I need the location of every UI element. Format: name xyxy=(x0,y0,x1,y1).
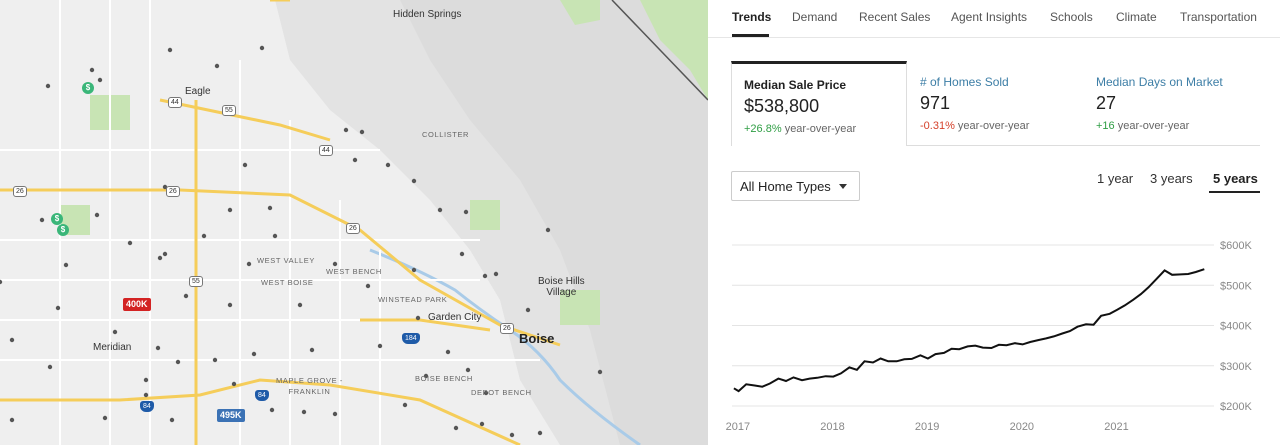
route-shield-44-east: 44 xyxy=(319,145,333,156)
map-label-west-boise: WEST BOISE xyxy=(261,278,314,287)
stats-divider xyxy=(906,145,1260,146)
caret-down-icon xyxy=(839,184,847,189)
stat-change-suffix: year-over-year xyxy=(784,123,857,135)
route-shield-44: 44 xyxy=(168,97,182,108)
stat-homes-sold[interactable]: # of Homes Sold 971 -0.31% year-over-yea… xyxy=(908,61,1084,146)
interstate-shield-84: 84 xyxy=(255,390,269,401)
tab-climate[interactable]: Climate xyxy=(1116,10,1157,24)
stat-change-suffix: year-over-year xyxy=(957,120,1030,132)
money-icon[interactable]: $ xyxy=(82,82,94,94)
x-tick-label: 2021 xyxy=(1104,421,1128,433)
money-icon[interactable]: $ xyxy=(57,224,69,236)
price-pin-blue[interactable]: 495K xyxy=(217,409,245,422)
y-tick-label: $600K xyxy=(1220,240,1252,252)
stat-label: # of Homes Sold xyxy=(920,75,1009,89)
trends-panel: Trends Demand Recent Sales Agent Insight… xyxy=(708,0,1280,445)
route-shield-26: 26 xyxy=(166,186,180,197)
map-label-boise-bench: BOISE BENCH xyxy=(415,374,473,383)
x-tick-label: 2018 xyxy=(820,421,844,433)
route-shield-55-south: 55 xyxy=(189,276,203,287)
map-view[interactable]: Hidden Springs Eagle COLLISTER WEST VALL… xyxy=(0,0,708,445)
stat-change-amount: +16 xyxy=(1096,120,1115,132)
stat-change-amount: -0.31% xyxy=(920,120,955,132)
stat-median-days-on-market[interactable]: Median Days on Market 27 +16 year-over-y… xyxy=(1084,61,1264,146)
stat-change: -0.31% year-over-year xyxy=(920,120,1072,132)
route-shield-26-west: 26 xyxy=(13,186,27,197)
tab-agent-insights[interactable]: Agent Insights xyxy=(951,10,1028,24)
stat-value: 27 xyxy=(1096,93,1117,113)
map-label-maple-grove-franklin: MAPLE GROVE - FRANKLIN xyxy=(276,376,343,396)
active-tab-indicator xyxy=(732,34,769,37)
map-label-west-valley: WEST VALLEY xyxy=(257,256,316,265)
y-tick-label: $400K xyxy=(1220,321,1252,333)
interstate-shield-184: 184 xyxy=(402,333,420,344)
stat-median-sale-price[interactable]: Median Sale Price $538,800 +26.8% year-o… xyxy=(731,61,907,146)
map-label-boise-hills-village: Boise Hills Village xyxy=(538,276,585,298)
home-type-selected: All Home Types xyxy=(740,179,831,194)
stat-label: Median Sale Price xyxy=(744,78,847,92)
x-tick-label: 2017 xyxy=(726,421,750,433)
stat-label: Median Days on Market xyxy=(1096,75,1223,89)
map-canvas[interactable] xyxy=(0,0,708,445)
map-label-depot-bench: DEPOT BENCH xyxy=(471,388,532,397)
map-label-garden-city: Garden City xyxy=(428,312,482,323)
map-label-meridian: Meridian xyxy=(93,342,132,353)
y-tick-label: $300K xyxy=(1220,361,1252,373)
route-shield-55: 55 xyxy=(222,105,236,116)
money-icon[interactable]: $ xyxy=(51,213,63,225)
price-series-line xyxy=(733,268,1205,393)
stat-change: +26.8% year-over-year xyxy=(744,123,894,135)
map-label-boise: Boise xyxy=(519,331,555,346)
home-type-dropdown[interactable]: All Home Types xyxy=(731,171,860,201)
range-3-years[interactable]: 3 years xyxy=(1150,171,1193,186)
stat-change-amount: +26.8% xyxy=(744,123,782,135)
stat-value: $538,800 xyxy=(744,96,820,116)
tab-recent-sales[interactable]: Recent Sales xyxy=(859,10,931,24)
route-shield-26-boise: 26 xyxy=(500,323,514,334)
range-5-years[interactable]: 5 years xyxy=(1213,171,1258,186)
stat-value: 971 xyxy=(920,93,951,113)
tab-trends[interactable]: Trends xyxy=(732,10,772,24)
tab-schools[interactable]: Schools xyxy=(1050,10,1093,24)
stat-change-suffix: year-over-year xyxy=(1117,120,1190,132)
stat-change: +16 year-over-year xyxy=(1096,120,1252,132)
map-label-eagle: Eagle xyxy=(185,86,211,97)
active-range-indicator xyxy=(1209,191,1260,193)
x-tick-label: 2020 xyxy=(1010,421,1034,433)
map-label-west-bench: WEST BENCH xyxy=(326,267,382,276)
y-tick-label: $200K xyxy=(1220,401,1252,413)
tab-demand[interactable]: Demand xyxy=(792,10,838,24)
map-label-hidden-springs: Hidden Springs xyxy=(393,9,462,20)
range-1-year[interactable]: 1 year xyxy=(1097,171,1134,186)
map-label-winstead-park: WINSTEAD PARK xyxy=(378,295,448,304)
price-pin-red[interactable]: 400K xyxy=(123,298,151,311)
tab-transportation[interactable]: Transportation xyxy=(1180,10,1257,24)
interstate-shield-84-west: 84 xyxy=(140,401,154,412)
map-label-collister: COLLISTER xyxy=(422,130,470,139)
route-shield-26-central: 26 xyxy=(346,223,360,234)
median-sale-price-chart: $200K $300K $400K $500K $600K 2017 2018 2019 20… xyxy=(726,240,1253,433)
y-tick-label: $500K xyxy=(1220,280,1252,292)
tab-bar: Trends Demand Recent Sales Agent Insight… xyxy=(708,0,1280,38)
x-tick-label: 2019 xyxy=(915,421,939,433)
